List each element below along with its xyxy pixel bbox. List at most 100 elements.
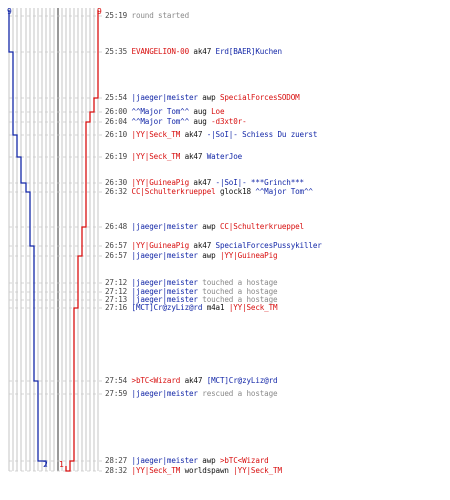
blue-player-name: |jaeger|meister bbox=[131, 287, 198, 296]
blue-player-name: -|SoI|- ***Grinch*** bbox=[215, 178, 305, 187]
weapon-name: awp bbox=[197, 93, 220, 102]
event-row: 26:57 |YY|GuineaPig ak47 SpecialForcesPu… bbox=[105, 241, 322, 251]
event-row: 26:04 ^^Major Tom^^ aug -d3xt0r- bbox=[105, 117, 247, 127]
event-time: 26:10 bbox=[105, 130, 132, 139]
event-time: 27:13 bbox=[105, 295, 132, 304]
weapon-name: ak47 bbox=[189, 241, 216, 250]
red-player-name: >bTC<Wizard bbox=[219, 456, 269, 465]
red-player-name: |YY|Seck_TM bbox=[131, 130, 181, 139]
red-end-count: 1 bbox=[59, 460, 64, 469]
event-connectors bbox=[9, 15, 103, 472]
event-row: 28:27 |jaeger|meister awp >bTC<Wizard bbox=[105, 456, 269, 466]
weapon-name: ak47 bbox=[189, 178, 216, 187]
event-time: 27:12 bbox=[105, 278, 132, 287]
blue-player-name: ^^Major Tom^^ bbox=[131, 107, 190, 116]
event-action: round started bbox=[131, 11, 190, 20]
event-action: touched a hostage bbox=[197, 287, 278, 296]
blue-player-name: SpecialForcesPussykiller bbox=[215, 241, 322, 250]
weapon-name: awp bbox=[197, 456, 220, 465]
event-row: 25:19 round started bbox=[105, 11, 189, 21]
blue-team-alive-line bbox=[8, 10, 47, 466]
event-time: 26:30 bbox=[105, 178, 132, 187]
event-time: 27:16 bbox=[105, 303, 132, 312]
red-team-alive-line bbox=[65, 10, 99, 472]
weapon-name: aug bbox=[189, 117, 212, 126]
event-row: 26:32 CC|Schulterkrueppel glock18 ^^Majo… bbox=[105, 187, 313, 197]
event-action: rescued a hostage bbox=[197, 389, 278, 398]
blue-player-name: Erd[BAER]Kuchen bbox=[215, 47, 282, 56]
weapon-name: glock18 bbox=[215, 187, 256, 196]
event-row: 27:54 >bTC<Wizard ak47 [MCT]Cr@zyLiz@rd bbox=[105, 376, 278, 386]
event-action: touched a hostage bbox=[197, 278, 278, 287]
event-time: 25:35 bbox=[105, 47, 132, 56]
event-time: 25:19 bbox=[105, 11, 132, 20]
event-row: 27:12 |jaeger|meister touched a hostage bbox=[105, 287, 278, 297]
event-time: 26:32 bbox=[105, 187, 132, 196]
weapon-name: awp bbox=[197, 222, 220, 231]
blue-player-name: ^^Major Tom^^ bbox=[131, 117, 190, 126]
weapon-name: ak47 bbox=[180, 376, 207, 385]
blue-end-count: 2 bbox=[43, 460, 48, 469]
event-time: 26:57 bbox=[105, 241, 132, 250]
event-time: 26:57 bbox=[105, 251, 132, 260]
player-grid bbox=[8, 8, 99, 471]
blue-player-name: |jaeger|meister bbox=[131, 93, 198, 102]
blue-player-name: |jaeger|meister bbox=[131, 295, 198, 304]
event-time: 27:54 bbox=[105, 376, 132, 385]
event-time: 27:12 bbox=[105, 287, 132, 296]
red-player-name: >bTC<Wizard bbox=[131, 376, 181, 385]
red-player-name: |YY|Seck_TM bbox=[233, 466, 282, 475]
event-row: 26:19 |YY|Seck_TM ak47 WaterJoe bbox=[105, 152, 242, 162]
event-row: 27:16 [MCT]Cr@zyLiz@rd m4a1 |YY|Seck_TM bbox=[105, 303, 278, 313]
event-time: 26:00 bbox=[105, 107, 132, 116]
weapon-name: m4a1 bbox=[202, 303, 229, 312]
event-row: 26:57 |jaeger|meister awp |YY|GuineaPig bbox=[105, 251, 278, 261]
red-player-name: -d3xt0r- bbox=[211, 117, 247, 126]
weapon-name: aug bbox=[189, 107, 212, 116]
red-player-name: |YY|GuineaPig bbox=[131, 241, 190, 250]
blue-player-name: |jaeger|meister bbox=[131, 251, 198, 260]
event-time: 28:32 bbox=[105, 466, 132, 475]
event-time: 26:48 bbox=[105, 222, 132, 231]
event-row: 26:48 |jaeger|meister awp CC|Schulterkru… bbox=[105, 222, 304, 232]
blue-start-count: 9 bbox=[7, 7, 12, 16]
blue-player-name: |jaeger|meister bbox=[131, 222, 198, 231]
weapon-name: ak47 bbox=[180, 130, 207, 139]
red-player-name: |YY|GuineaPig bbox=[131, 178, 190, 187]
red-player-name: |YY|Seck_TM bbox=[228, 303, 278, 312]
blue-player-name: [MCT]Cr@zyLiz@rd bbox=[131, 303, 203, 312]
weapon-name: ak47 bbox=[180, 152, 207, 161]
event-row: 25:35 EVANGELION-00 ak47 Erd[BAER]Kuchen bbox=[105, 47, 282, 57]
blue-player-name: [MCT]Cr@zyLiz@rd bbox=[206, 376, 278, 385]
event-time: 25:54 bbox=[105, 93, 132, 102]
weapon-name: awp bbox=[197, 251, 220, 260]
blue-player-name: -|SoI|- Schiess Du zuerst bbox=[206, 130, 318, 139]
weapon-name: ak47 bbox=[189, 47, 216, 56]
event-row: 25:54 |jaeger|meister awp SpecialForcesS… bbox=[105, 93, 300, 103]
red-player-name: EVANGELION-00 bbox=[131, 47, 190, 56]
event-time: 26:04 bbox=[105, 117, 132, 126]
event-action: touched a hostage bbox=[197, 295, 278, 304]
event-time: 28:27 bbox=[105, 456, 132, 465]
red-player-name: Loe bbox=[211, 107, 225, 116]
red-player-name: |YY|Seck_TM bbox=[131, 466, 181, 475]
event-row: 27:12 |jaeger|meister touched a hostage bbox=[105, 278, 278, 288]
red-start-count: 9 bbox=[97, 7, 102, 16]
red-player-name: CC|Schulterkrueppel bbox=[219, 222, 304, 231]
event-row: 26:10 |YY|Seck_TM ak47 -|SoI|- Schiess D… bbox=[105, 130, 317, 140]
event-row: 26:00 ^^Major Tom^^ aug Loe bbox=[105, 107, 225, 117]
red-player-name: CC|Schulterkrueppel bbox=[131, 187, 216, 196]
red-player-name: |YY|Seck_TM bbox=[131, 152, 181, 161]
blue-player-name: |jaeger|meister bbox=[131, 278, 198, 287]
event-row: 28:32 |YY|Seck_TM worldspawn |YY|Seck_TM bbox=[105, 466, 282, 476]
red-player-name: |YY|GuineaPig bbox=[219, 251, 278, 260]
blue-player-name: |jaeger|meister bbox=[131, 389, 198, 398]
event-time: 27:59 bbox=[105, 389, 132, 398]
red-player-name: SpecialForcesSODOM bbox=[219, 93, 300, 102]
event-row: 26:30 |YY|GuineaPig ak47 -|SoI|- ***Grin… bbox=[105, 178, 304, 188]
weapon-name: worldspawn bbox=[180, 466, 234, 475]
event-row: 27:59 |jaeger|meister rescued a hostage bbox=[105, 389, 278, 399]
event-row: 27:13 |jaeger|meister touched a hostage bbox=[105, 295, 278, 305]
blue-player-name: ^^Major Tom^^ bbox=[255, 187, 313, 196]
